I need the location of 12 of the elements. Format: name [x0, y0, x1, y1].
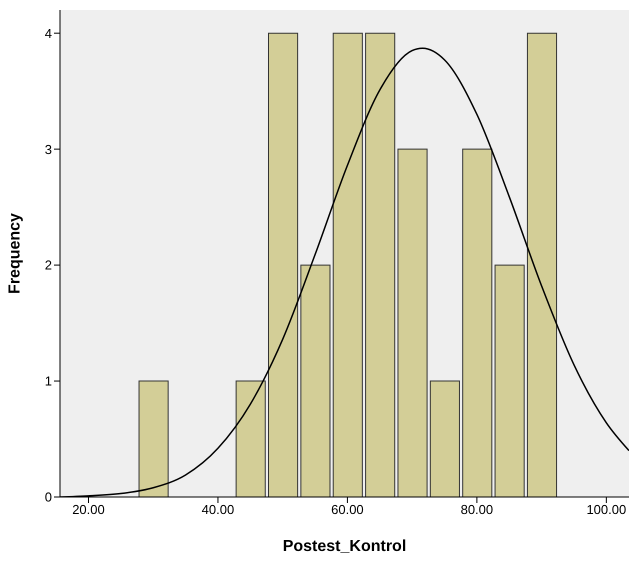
y-tick-label: 2	[44, 258, 52, 273]
x-tick-label: 100.00	[586, 502, 626, 518]
y-tick-label: 4	[44, 26, 52, 41]
y-tick-label: 3	[44, 142, 52, 157]
x-tick-label: 20.00	[72, 502, 105, 518]
x-tick-label: 60.00	[331, 502, 364, 518]
y-tick-label: 0	[44, 490, 52, 505]
x-axis-title: Postest_Kontrol	[282, 538, 406, 555]
y-tick-label: 1	[44, 374, 52, 389]
y-axis-title: Frequency	[6, 212, 24, 294]
x-tick-label: 40.00	[202, 502, 234, 518]
x-tick-label: 80.00	[460, 502, 494, 518]
